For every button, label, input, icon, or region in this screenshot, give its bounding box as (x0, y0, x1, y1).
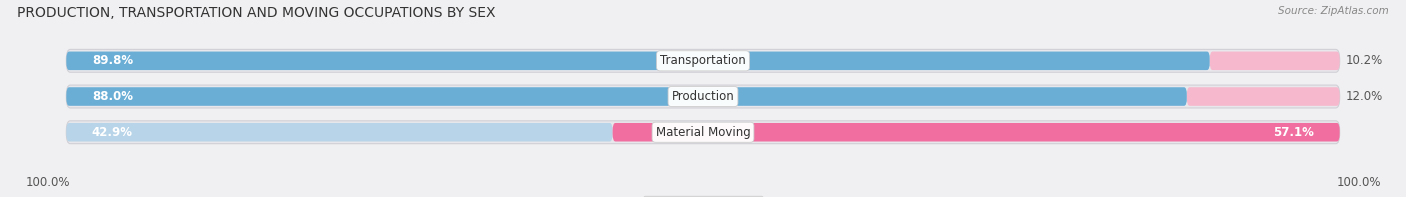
Text: 57.1%: 57.1% (1274, 126, 1315, 139)
Legend: Male, Female: Male, Female (643, 196, 763, 197)
Text: 100.0%: 100.0% (1336, 176, 1381, 189)
Text: Material Moving: Material Moving (655, 126, 751, 139)
FancyBboxPatch shape (66, 52, 1209, 70)
Text: Transportation: Transportation (661, 54, 745, 67)
FancyBboxPatch shape (66, 87, 1187, 106)
FancyBboxPatch shape (1209, 52, 1340, 70)
FancyBboxPatch shape (613, 123, 1340, 141)
Text: 88.0%: 88.0% (91, 90, 132, 103)
FancyBboxPatch shape (1187, 87, 1340, 106)
FancyBboxPatch shape (66, 85, 1340, 108)
Text: Production: Production (672, 90, 734, 103)
Text: 42.9%: 42.9% (91, 126, 132, 139)
FancyBboxPatch shape (66, 121, 1340, 144)
Text: 100.0%: 100.0% (25, 176, 70, 189)
Text: 10.2%: 10.2% (1346, 54, 1384, 67)
FancyBboxPatch shape (66, 49, 1340, 72)
FancyBboxPatch shape (66, 123, 613, 141)
Text: PRODUCTION, TRANSPORTATION AND MOVING OCCUPATIONS BY SEX: PRODUCTION, TRANSPORTATION AND MOVING OC… (17, 6, 495, 20)
Text: Source: ZipAtlas.com: Source: ZipAtlas.com (1278, 6, 1389, 16)
Text: 89.8%: 89.8% (91, 54, 134, 67)
Text: 12.0%: 12.0% (1346, 90, 1384, 103)
